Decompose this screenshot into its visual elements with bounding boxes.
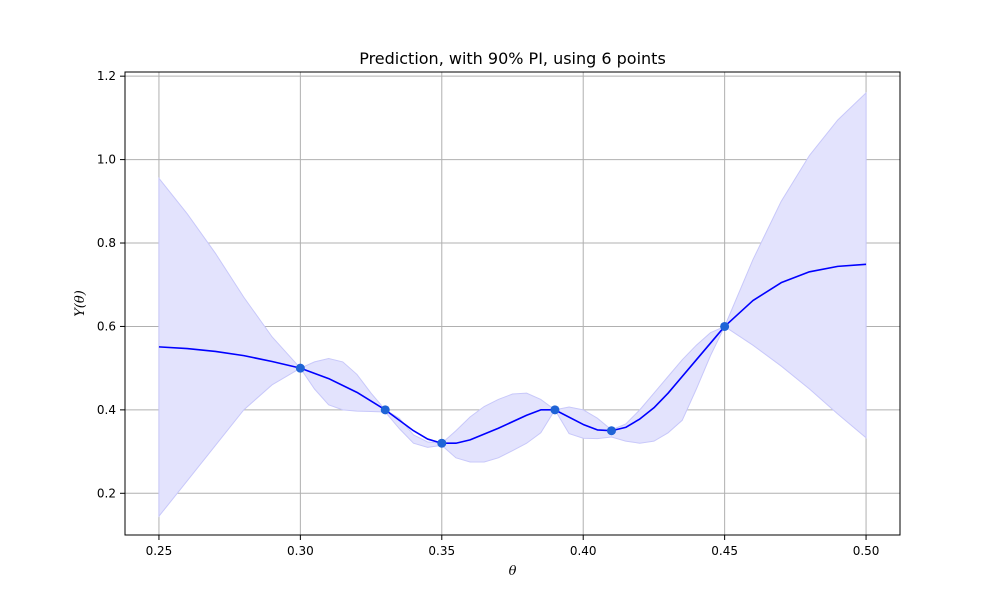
x-tick-label: 0.35	[428, 544, 455, 558]
observation-point	[295, 363, 305, 373]
observation-point	[550, 405, 560, 415]
x-tick-label: 0.45	[711, 544, 738, 558]
observation-points	[295, 321, 730, 448]
y-tick-label: 0.4	[97, 403, 116, 417]
x-tick-label: 0.50	[853, 544, 880, 558]
y-tick-label: 0.6	[97, 319, 116, 333]
observation-point	[380, 405, 390, 415]
y-axis-label: Y(θ)	[73, 290, 88, 317]
chart-title: Prediction, with 90% PI, using 6 points	[359, 49, 666, 68]
prediction-interval-layer	[158, 91, 867, 518]
y-tick-label: 1.2	[97, 69, 116, 83]
y-tick-label: 1.0	[97, 153, 116, 167]
x-tick-label: 0.25	[146, 544, 173, 558]
x-axis-label: θ	[509, 564, 517, 579]
prediction-interval-band	[158, 91, 867, 518]
x-tick-label: 0.40	[570, 544, 597, 558]
observation-point	[437, 438, 447, 448]
plot-area-frame	[124, 71, 901, 536]
y-tick-label: 0.8	[97, 236, 116, 250]
y-axis-ticks: 0.2 0.4 0.6 0.8 1.0 1.2	[97, 69, 125, 500]
y-tick-label: 0.2	[97, 486, 116, 500]
prediction-line-layer	[158, 263, 867, 445]
x-tick-label: 0.30	[287, 544, 314, 558]
observation-point	[606, 426, 616, 436]
x-axis-ticks: 0.25 0.30 0.35 0.40 0.45 0.50	[146, 535, 880, 558]
observation-point	[720, 321, 730, 331]
prediction-line	[158, 263, 867, 445]
